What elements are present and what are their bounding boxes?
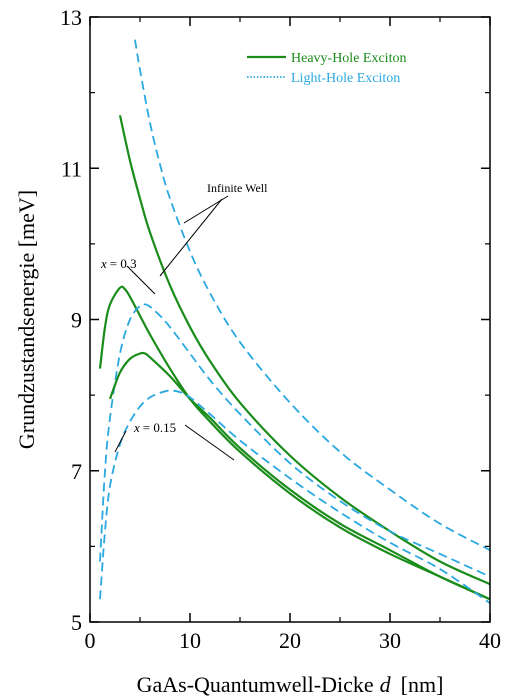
leader-x015-light bbox=[114, 430, 127, 453]
y-tick-label-11: 11 bbox=[61, 156, 82, 181]
annotation-x-0-3-var: x bbox=[100, 256, 107, 271]
y-axis-label: Grundzustandsenergie [meV] bbox=[14, 190, 39, 449]
curves-group bbox=[98, 39, 491, 604]
annotation-x-0-3-value: = 0.3 bbox=[110, 256, 137, 271]
leader-x03 bbox=[126, 265, 156, 295]
x-axis-label-prefix: GaAs-Quantumwell-Dicke bbox=[137, 672, 374, 697]
y-tick-label-9: 9 bbox=[71, 308, 82, 333]
annotation-x-0-3: x = 0.3 bbox=[100, 256, 137, 271]
series-lh-infinite bbox=[134, 39, 491, 551]
x-tick-label-30: 30 bbox=[379, 628, 401, 653]
legend-label-light: Light-Hole Exciton bbox=[291, 71, 400, 86]
x-tick-label-0: 0 bbox=[85, 628, 96, 653]
annotation-lines bbox=[114, 195, 235, 461]
series-lh-x03 bbox=[99, 303, 491, 578]
plot-frame bbox=[89, 16, 491, 623]
leader-x015-heavy bbox=[184, 424, 235, 461]
ticks-group: 0 10 20 30 40 5 7 9 11 13 bbox=[60, 5, 501, 653]
y-tick-label-13: 13 bbox=[60, 5, 82, 30]
legend: Heavy-Hole Exciton Light-Hole Exciton bbox=[247, 51, 406, 86]
series-hh-x015 bbox=[108, 351, 491, 601]
annotation-x-0-15-value: = 0.15 bbox=[143, 420, 176, 435]
x-tick-label-40: 40 bbox=[479, 628, 501, 653]
y-tick-label-7: 7 bbox=[71, 459, 82, 484]
x-axis-label-var: d bbox=[380, 672, 392, 697]
leader-infinite-heavy bbox=[159, 198, 223, 277]
legend-label-heavy: Heavy-Hole Exciton bbox=[291, 51, 406, 66]
x-tick-label-20: 20 bbox=[279, 628, 301, 653]
x-axis-label: GaAs-Quantumwell-Dicke d [nm] bbox=[137, 672, 444, 697]
series-hh-x03 bbox=[98, 285, 491, 601]
annotation-infinite-well: Infinite Well bbox=[207, 181, 268, 195]
x-axis-label-unit: [nm] bbox=[401, 672, 444, 697]
y-tick-label-5: 5 bbox=[71, 610, 82, 635]
series-lh-x015 bbox=[99, 389, 491, 604]
series-hh-infinite bbox=[118, 115, 491, 586]
annotation-x-0-15: x = 0.15 bbox=[133, 420, 176, 435]
x-tick-label-10: 10 bbox=[179, 628, 201, 653]
annotation-x-0-15-var: x bbox=[133, 420, 140, 435]
